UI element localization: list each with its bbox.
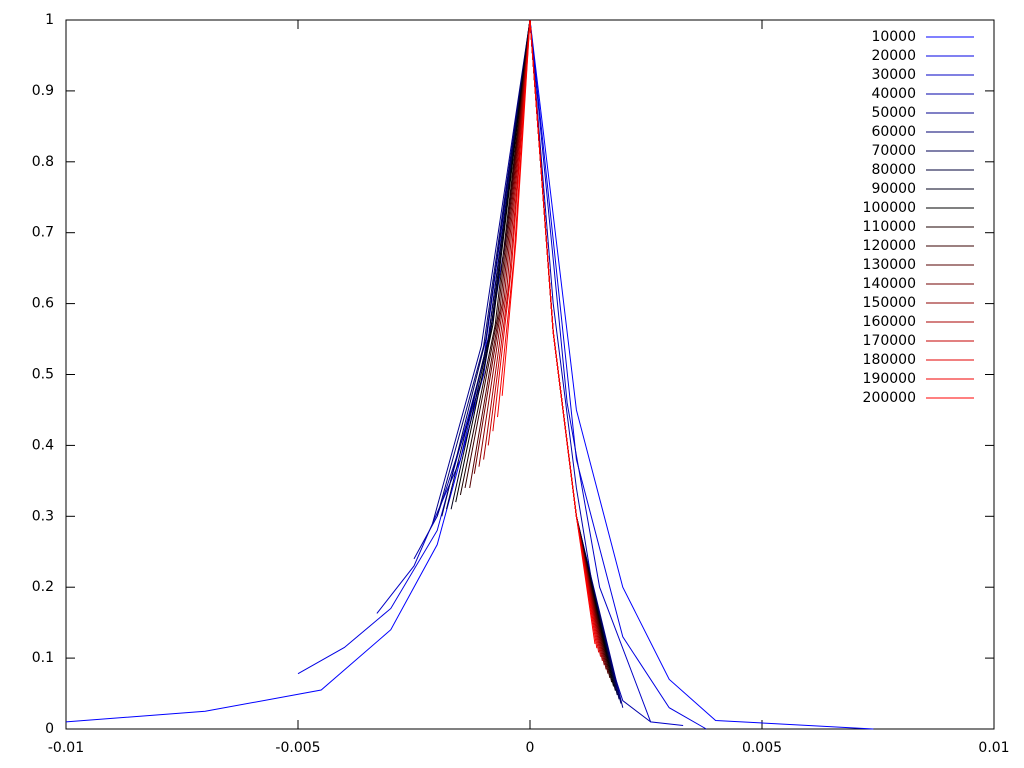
legend-label: 70000 [871, 143, 916, 159]
legend-label: 110000 [863, 219, 916, 235]
legend-label: 180000 [863, 352, 916, 368]
y-tick-label: 0.5 [32, 367, 54, 383]
y-tick-label: 0.2 [32, 579, 54, 595]
y-tick-label: 0.7 [32, 225, 54, 241]
legend-label: 120000 [863, 238, 916, 254]
legend-label: 20000 [871, 48, 916, 64]
legend-label: 190000 [863, 371, 916, 387]
y-tick-label: 0.8 [32, 154, 54, 170]
x-tick-label: 0.005 [742, 740, 782, 756]
legend-label: 130000 [863, 257, 916, 273]
legend-label: 100000 [863, 200, 916, 216]
y-tick-label: 0.9 [32, 83, 54, 99]
legend-label: 80000 [871, 162, 916, 178]
legend-label: 150000 [863, 295, 916, 311]
series-line [501, 19, 596, 644]
series-line [65, 19, 874, 730]
y-tick-label: 0 [45, 721, 54, 737]
series-line [376, 19, 684, 726]
legend-label: 160000 [863, 314, 916, 330]
legend-label: 50000 [871, 105, 916, 121]
legend-label: 60000 [871, 124, 916, 140]
x-tick-label: 0.01 [978, 740, 1009, 756]
legend-label: 170000 [863, 333, 916, 349]
y-tick-label: 0.4 [32, 437, 54, 453]
legend-label: 10000 [871, 29, 916, 45]
legend-label: 30000 [871, 67, 916, 83]
plot-frame [65, 19, 995, 730]
y-tick-label: 0.6 [32, 296, 54, 312]
y-tick-label: 1 [45, 12, 54, 28]
legend-label: 40000 [871, 86, 916, 102]
legend-label: 90000 [871, 181, 916, 197]
y-tick-label: 0.1 [32, 650, 54, 666]
x-tick-label: -0.005 [275, 740, 320, 756]
series-line [413, 19, 651, 723]
x-tick-label: -0.01 [48, 740, 84, 756]
y-tick-label: 0.3 [32, 508, 54, 524]
legend-label: 200000 [863, 390, 916, 406]
legend-label: 140000 [863, 276, 916, 292]
x-tick-label: 0 [526, 740, 535, 756]
